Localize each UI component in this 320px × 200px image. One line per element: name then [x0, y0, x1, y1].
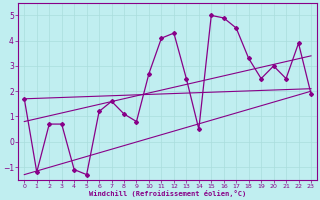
X-axis label: Windchill (Refroidissement éolien,°C): Windchill (Refroidissement éolien,°C): [89, 190, 246, 197]
